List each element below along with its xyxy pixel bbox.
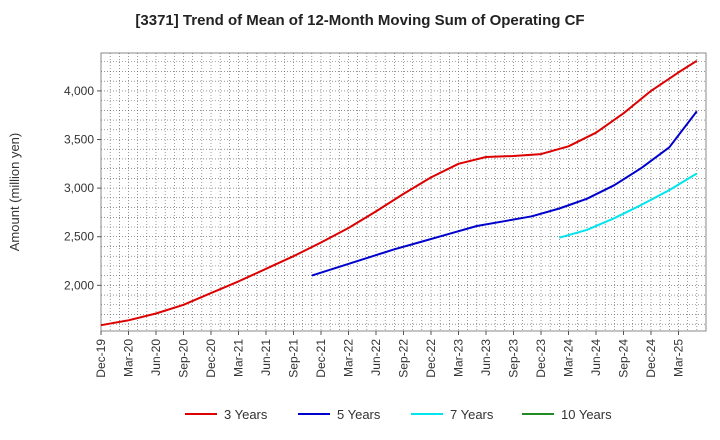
legend: 3 Years 5 Years 7 Years 10 Years — [185, 407, 612, 422]
grid-lines — [101, 53, 706, 331]
x-axis-ticks: Dec-19 Mar-20 Jun-20 Sep-20 Dec-20 Mar-21 Jun-… — [94, 331, 686, 378]
x-tick-label: Dec-23 — [534, 339, 548, 378]
x-tick-label: Jun-20 — [149, 339, 163, 376]
chart-title: [3371] Trend of Mean of 12-Month Moving … — [135, 12, 585, 29]
x-tick-label: Jun-23 — [479, 339, 493, 376]
x-tick-label: Sep-21 — [287, 339, 301, 378]
x-tick-label: Sep-22 — [397, 339, 411, 378]
legend-label: 5 Years — [337, 407, 381, 422]
x-tick-label: Mar-23 — [452, 339, 466, 377]
y-tick-label: 4,000 — [64, 84, 94, 98]
x-tick-label: Dec-21 — [314, 339, 328, 378]
legend-label: 3 Years — [224, 407, 268, 422]
y-axis-title: Amount (million yen) — [7, 133, 22, 252]
x-tick-label: Dec-20 — [204, 339, 218, 378]
x-tick-label: Jun-22 — [369, 339, 383, 376]
y-tick-label: 3,000 — [64, 181, 94, 195]
x-tick-label: Sep-20 — [177, 339, 191, 378]
x-tick-label: Jun-21 — [259, 339, 273, 376]
series-line — [100, 59, 698, 327]
y-tick-label: 2,000 — [64, 278, 94, 292]
x-tick-label: Mar-20 — [122, 339, 136, 377]
x-tick-label: Sep-24 — [617, 339, 631, 378]
y-tick-label: 2,500 — [64, 230, 94, 244]
series-line — [311, 110, 698, 277]
x-tick-label: Sep-23 — [507, 339, 521, 378]
y-axis-ticks: 2,000 2,500 3,000 3,500 4,000 — [64, 84, 101, 292]
x-tick-label: Mar-21 — [232, 339, 246, 377]
x-tick-label: Mar-22 — [342, 339, 356, 377]
legend-label: 7 Years — [450, 407, 494, 422]
y-tick-label: 3,500 — [64, 133, 94, 147]
x-tick-label: Dec-19 — [94, 339, 108, 378]
x-tick-label: Jun-24 — [589, 339, 603, 376]
x-tick-label: Mar-24 — [562, 339, 576, 377]
legend-label: 10 Years — [561, 407, 612, 422]
x-tick-label: Dec-22 — [424, 339, 438, 378]
x-tick-label: Dec-24 — [644, 339, 658, 378]
series-lines — [100, 59, 698, 327]
series-line — [559, 172, 698, 239]
x-tick-label: Mar-25 — [672, 339, 686, 377]
